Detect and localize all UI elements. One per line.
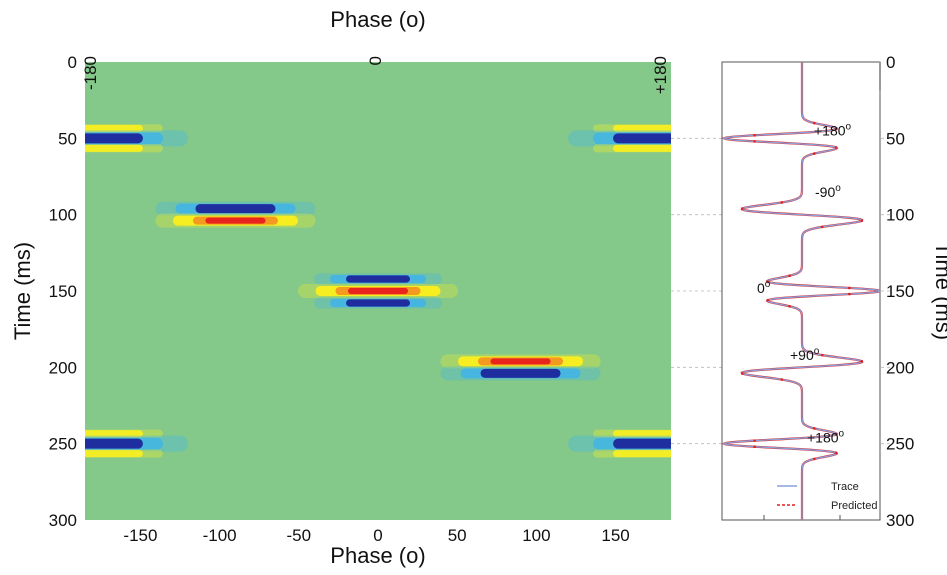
top-axis-title: Phase (o): [330, 7, 425, 32]
predicted-marker: [860, 219, 864, 223]
y-tick-label: 300: [49, 511, 77, 530]
y-tick-label: 0: [68, 53, 77, 72]
event-blob: [85, 429, 188, 458]
x-tick-label: 100: [522, 526, 550, 545]
predicted-marker: [813, 427, 816, 430]
y-tick-label: 50: [58, 129, 77, 148]
y-tick-label: 200: [49, 358, 77, 377]
trace-curves: [722, 62, 880, 520]
right-y-axis-ticks: 0 50 100 150 200 250 300: [886, 53, 914, 530]
trace-curve: [722, 62, 880, 520]
predicted-markers: [740, 121, 864, 461]
predicted-marker: [860, 359, 864, 363]
predicted-marker: [848, 292, 851, 296]
right-y-tick-label: 100: [886, 206, 914, 225]
phase-annotation: +180o: [807, 429, 845, 446]
y-tick-label: 150: [49, 282, 77, 301]
heatmap-events: [85, 124, 671, 458]
right-y-tick-label: 0: [886, 53, 895, 72]
legend: Trace Predicted: [777, 481, 877, 512]
event-blob: [568, 429, 671, 458]
trace-panel-frame: [721, 61, 881, 521]
x-tick-label: 150: [601, 526, 629, 545]
right-y-tick-label: 300: [886, 511, 914, 530]
predicted-marker: [753, 133, 756, 137]
x-tick-label: 0: [373, 526, 382, 545]
predicted-marker: [753, 140, 756, 143]
predicted-marker: [820, 225, 824, 229]
legend-predicted-label: Predicted: [831, 500, 877, 512]
phase-annotation: +90o: [790, 346, 820, 363]
right-y-tick-label: 50: [886, 129, 905, 148]
predicted-marker: [753, 439, 756, 442]
top-tick-label: 0: [366, 56, 385, 65]
right-y-tick-label: 200: [886, 358, 914, 377]
predicted-marker: [780, 201, 784, 204]
phase-annotation: -90o: [815, 183, 841, 200]
predicted-marker: [766, 280, 770, 284]
x-tick-label: -50: [287, 526, 312, 545]
predicted-marker: [766, 298, 770, 302]
predicted-marker: [753, 445, 756, 449]
y-axis-ticks: 0 50 100 150 200 250 300: [49, 53, 77, 530]
event-blob: [155, 201, 316, 228]
x-axis-ticks: -150 -100 -50 0 50 100 150: [123, 526, 629, 545]
legend-trace-label: Trace: [831, 481, 859, 493]
x-tick-label: -150: [123, 526, 157, 545]
predicted-marker: [834, 127, 838, 131]
top-tick-label: -180: [81, 56, 100, 90]
y-axis-title-right: Time (ms): [931, 242, 947, 340]
phase-annotation: +180o: [814, 122, 852, 139]
predicted-marker: [813, 121, 816, 125]
x-tick-label: -100: [203, 526, 237, 545]
y-tick-label: 250: [49, 435, 77, 454]
predicted-marker: [813, 457, 816, 461]
predicted-marker: [788, 304, 791, 308]
right-y-tick-label: 250: [886, 435, 914, 454]
x-axis-title: Phase (o): [330, 543, 425, 568]
predicted-marker: [813, 152, 816, 155]
predicted-marker: [740, 207, 744, 210]
y-axis-title-left: Time (ms): [10, 242, 35, 340]
predicted-marker: [834, 146, 838, 149]
predicted-marker: [740, 372, 744, 375]
top-axis-ticks: -180 0 +180: [81, 56, 670, 94]
predicted-marker: [834, 433, 838, 436]
event-blob: [298, 273, 458, 309]
event-blob: [440, 354, 601, 381]
event-blob: [85, 124, 188, 153]
event-blob: [568, 124, 671, 153]
predicted-marker: [834, 451, 838, 455]
predicted-marker: [848, 286, 851, 290]
predicted-marker: [780, 378, 784, 381]
predicted-marker: [820, 353, 824, 357]
y-tick-label: 100: [49, 206, 77, 225]
right-y-tick-label: 150: [886, 282, 914, 301]
top-tick-label: +180: [651, 56, 670, 94]
x-tick-label: 50: [448, 526, 467, 545]
heatmap-panel: -150 -100 -50 0 50 100 150 -180 0 +180 050100150…: [10, 7, 671, 568]
predicted-marker: [788, 274, 791, 278]
